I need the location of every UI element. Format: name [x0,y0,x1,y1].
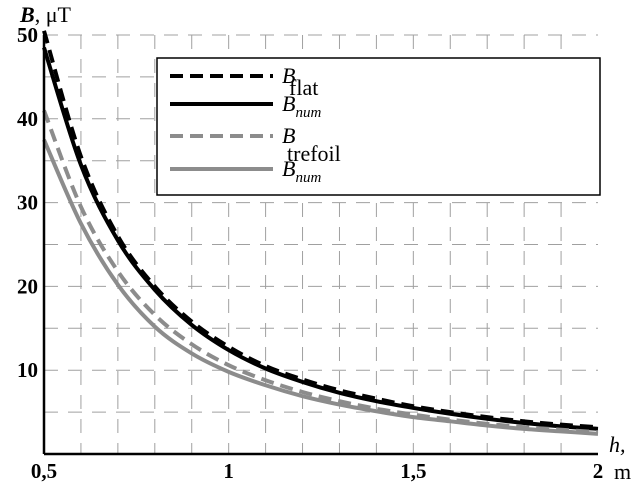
legend-box [156,57,601,196]
x-tick-label: 0,5 [31,459,57,483]
x-tick-label: 1 [223,459,234,483]
legend-entry-label: B [282,123,295,148]
series-layer [42,30,599,436]
legend-entry-label: Bnum [282,156,321,186]
legend-entry-label: B [282,63,295,88]
series-line-4 [42,138,599,436]
y-tick-label: 50 [17,23,38,47]
legend-entry-label: Bnum [282,91,321,121]
legend-group-trefoil-label: trefoil [287,141,341,166]
x-axis-symbol: h, [609,432,626,457]
y-tick-label: 40 [17,107,38,131]
y-axis-symbol: B [19,2,35,27]
y-tick-label: 30 [17,191,38,215]
y-tick-label: 20 [17,274,38,298]
y-tick-labels: 10 20 30 40 50 [17,23,38,382]
x-tick-labels: 0,5 1 1,5 2 [31,459,603,483]
y-axis-title: B, μT [19,2,71,27]
x-tick-label: 2 [593,459,604,483]
y-tick-label: 10 [17,358,38,382]
y-axis-unit: , μT [35,2,72,27]
legend-group-flat-label: flat [289,75,318,100]
x-tick-label: 1,5 [400,459,426,483]
series-line-2 [42,46,599,431]
x-axis-unit: m [614,459,631,484]
